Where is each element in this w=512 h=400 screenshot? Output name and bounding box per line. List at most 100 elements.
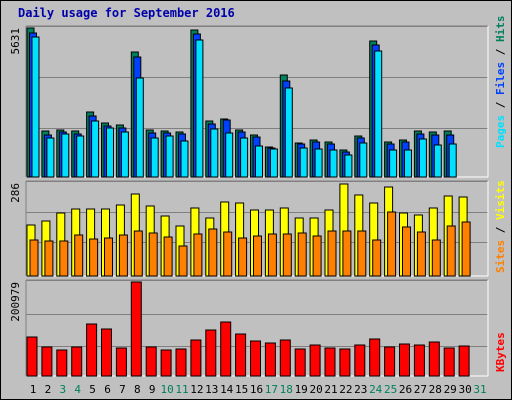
bar-pages-day-29 xyxy=(448,143,457,178)
bar-pages-day-5 xyxy=(91,120,100,178)
bar-pages-day-11 xyxy=(180,140,189,178)
bar-sites-day-13 xyxy=(208,228,218,277)
bar-sites-day-16 xyxy=(253,235,262,277)
bar-sites-day-4 xyxy=(74,234,84,277)
bar-kbytes-day-12 xyxy=(190,339,202,377)
bar-sites-day-19 xyxy=(297,232,307,277)
x-tick-label-day-13: 13 xyxy=(205,383,218,396)
bar-kbytes-day-19 xyxy=(294,348,306,377)
bar-sites-day-3 xyxy=(59,240,69,277)
bar-sites-day-28 xyxy=(431,239,441,277)
x-tick-label-day-27: 27 xyxy=(414,383,427,396)
bar-sites-day-9 xyxy=(148,232,158,277)
bar-pages-day-27 xyxy=(418,138,427,178)
bar-kbytes-day-30 xyxy=(458,345,470,377)
x-tick-label-day-5: 5 xyxy=(89,383,96,396)
bar-pages-day-9 xyxy=(150,137,159,178)
bar-pages-day-2 xyxy=(46,137,55,178)
x-tick-label-day-29: 29 xyxy=(444,383,457,396)
bar-kbytes-day-1 xyxy=(26,336,38,377)
bar-pages-day-3 xyxy=(61,133,70,178)
bar-pages-day-10 xyxy=(165,135,174,178)
x-tick-label-day-17: 17 xyxy=(265,383,278,396)
x-tick-label-day-24: 24 xyxy=(369,383,383,396)
bar-sites-day-5 xyxy=(89,238,99,277)
bar-pages-day-19 xyxy=(299,147,308,178)
bar-kbytes-day-24 xyxy=(369,338,381,377)
bar-kbytes-day-5 xyxy=(86,323,98,377)
side-legend-segment: Hits xyxy=(494,16,507,43)
bar-sites-day-15 xyxy=(238,237,248,277)
bar-sites-day-29 xyxy=(446,225,456,277)
side-legend-visits-sites: Sites / Visits xyxy=(494,180,507,273)
bar-pages-day-20 xyxy=(314,148,323,178)
side-legend-segment: KBytes xyxy=(494,332,507,372)
chart-title: Daily usage for September 2016 xyxy=(18,6,235,20)
bar-kbytes-day-18 xyxy=(279,339,291,377)
x-tick-label-day-20: 20 xyxy=(309,383,322,396)
side-legend-hits-files-pages: Pages / Files / Hits xyxy=(494,16,507,149)
y-max-label-hits-files-pages: 5631 xyxy=(9,28,22,55)
bar-sites-day-21 xyxy=(327,230,337,277)
x-tick-label-day-15: 15 xyxy=(235,383,248,396)
bar-sites-day-2 xyxy=(44,240,54,277)
x-tick-label-day-23: 23 xyxy=(354,383,367,396)
bar-kbytes-day-11 xyxy=(175,348,187,377)
bar-sites-day-1 xyxy=(29,239,39,277)
bar-kbytes-day-23 xyxy=(354,344,366,377)
bar-pages-day-15 xyxy=(240,137,249,178)
bar-kbytes-day-26 xyxy=(399,343,410,377)
y-max-label-kbytes: 200979 xyxy=(9,282,22,322)
bar-sites-day-12 xyxy=(193,233,203,277)
bar-kbytes-day-4 xyxy=(71,346,83,377)
side-legend-segment: / xyxy=(494,42,507,62)
x-tick-label-day-7: 7 xyxy=(119,383,126,396)
bar-kbytes-day-2 xyxy=(41,346,53,377)
x-tick-label-day-26: 26 xyxy=(399,383,412,396)
x-tick-label-day-6: 6 xyxy=(104,383,111,396)
bar-sites-day-11 xyxy=(178,245,188,277)
bar-sites-day-20 xyxy=(312,235,322,277)
bar-kbytes-day-8 xyxy=(130,281,142,377)
bar-kbytes-day-10 xyxy=(160,349,172,377)
x-tick-label-day-31: 31 xyxy=(473,383,486,396)
bar-pages-day-6 xyxy=(106,127,114,178)
bar-pages-day-18 xyxy=(284,87,293,178)
bar-pages-day-24 xyxy=(374,50,383,178)
bar-kbytes-day-14 xyxy=(220,321,232,377)
x-tick-label-day-12: 12 xyxy=(190,383,203,396)
bar-kbytes-day-28 xyxy=(428,341,440,377)
x-tick-label-day-1: 1 xyxy=(30,383,37,396)
bar-sites-day-17 xyxy=(267,233,277,277)
bar-sites-day-7 xyxy=(118,234,128,277)
side-legend-segment: Sites xyxy=(494,240,507,273)
x-tick-label-day-21: 21 xyxy=(324,383,337,396)
bar-sites-day-30 xyxy=(461,221,471,277)
x-tick-label-day-11: 11 xyxy=(175,383,188,396)
x-tick-label-day-25: 25 xyxy=(384,383,397,396)
bar-kbytes-day-16 xyxy=(250,340,261,377)
bar-kbytes-day-21 xyxy=(324,347,336,377)
bar-kbytes-day-13 xyxy=(205,329,217,377)
bar-sites-day-23 xyxy=(357,230,367,277)
x-tick-label-day-18: 18 xyxy=(280,383,293,396)
bar-sites-day-8 xyxy=(133,230,143,277)
bar-sites-day-18 xyxy=(282,233,292,277)
x-tick-label-day-9: 9 xyxy=(149,383,156,396)
x-tick-label-day-4: 4 xyxy=(74,383,81,396)
x-tick-label-day-3: 3 xyxy=(59,383,66,396)
x-tick-label-day-8: 8 xyxy=(134,383,141,396)
bar-kbytes-day-9 xyxy=(145,346,157,377)
bar-kbytes-day-29 xyxy=(443,347,455,377)
bar-kbytes-day-27 xyxy=(413,344,425,377)
side-legend-segment: / xyxy=(494,95,507,115)
bar-kbytes-day-6 xyxy=(101,328,112,377)
bar-pages-day-14 xyxy=(225,132,234,178)
bar-kbytes-day-20 xyxy=(309,344,321,377)
bar-pages-day-23 xyxy=(359,142,368,178)
x-tick-label-day-16: 16 xyxy=(250,383,263,396)
bar-pages-day-25 xyxy=(389,149,398,178)
bar-kbytes-day-7 xyxy=(115,347,127,377)
bar-pages-day-7 xyxy=(120,131,129,178)
